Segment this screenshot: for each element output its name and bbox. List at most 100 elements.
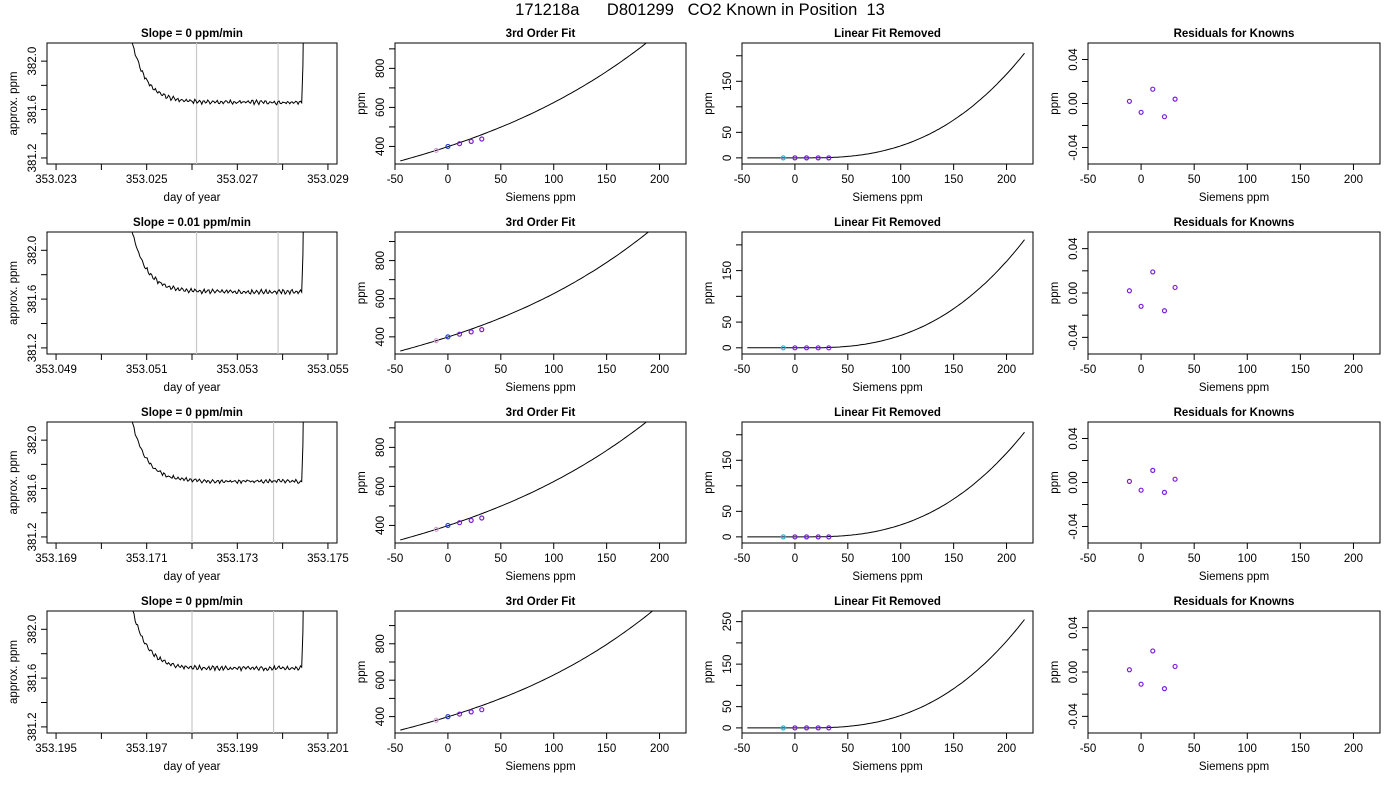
x-tick-label: 0 [792,553,798,565]
x-axis-label: Siemens ppm [852,571,922,583]
panel-title: 3rd Order Fit [506,28,576,40]
x-tick-label: 150 [944,743,963,755]
x-tick-label: 353.053 [217,364,259,376]
y-tick-label: 382.0 [27,426,39,455]
plot-frame [394,42,687,165]
x-tick-label: 100 [544,174,563,186]
x-axis-label: day of year [164,382,221,394]
panel-r2-c1: Slope = 0.01 ppm/min 353.049 353.051 353.05… [8,217,349,394]
plot-area [400,611,654,731]
y-tick-label: 0.04 [1068,237,1080,260]
plot-frame [741,421,1034,544]
panel-title: Linear Fit Removed [834,28,941,40]
x-tick-label: 200 [997,174,1016,186]
nonlinear-residual-curve [747,619,1025,729]
y-tick-label: 600 [375,98,387,117]
x-tick-label: 0 [445,743,451,755]
plot-area [131,43,304,164]
known-point [445,522,451,529]
x-tick-label: -50 [734,553,751,565]
y-tick-label: 50 [722,316,734,329]
plot-area [400,43,648,162]
residual-point [1138,303,1144,309]
known-point [803,534,810,540]
y-tick-label: -0.04 [1068,513,1080,540]
panel-title: Slope = 0 ppm/min [141,596,243,608]
y-axis-label: approx. ppm [8,261,20,325]
plot-frame [1087,610,1381,734]
known-point [479,707,485,713]
x-tick-label: 100 [544,553,563,565]
x-tick-label: 0 [1138,743,1144,755]
y-tick-label: 50 [722,700,734,713]
x-tick-label: -50 [734,743,751,755]
x-axis-label: day of year [164,761,221,773]
x-tick-label: 50 [494,174,507,186]
known-point [826,345,832,351]
plot-area [747,619,1025,731]
known-point [803,725,810,731]
x-tick-label: 150 [597,553,616,565]
plot-frame [394,610,687,734]
residual-point [1150,86,1156,92]
x-tick-label: 200 [650,743,669,755]
known-point [433,147,439,153]
x-tick-label: 0 [445,553,451,565]
x-tick-label: 200 [1344,743,1363,755]
x-tick-label: 200 [1344,174,1363,186]
plot-area [131,422,304,543]
x-tick-label: 353.171 [126,553,168,565]
panel-title: Residuals for Knowns [1174,596,1295,608]
x-tick-label: 50 [841,743,854,755]
x-tick-label: 50 [494,553,507,565]
panel-r1-c1: Slope = 0 ppm/min 353.023 353.025 353.027 35… [8,28,349,204]
known-point [456,331,463,337]
y-tick-label: 381.2 [27,523,39,552]
residual-point [1172,284,1178,291]
known-point [468,138,474,144]
known-point [445,714,451,720]
panel-r2-c3: Linear Fit Removed -50 0 50 100 150 200 0 50 150 S… [703,217,1034,394]
y-tick-label: 381.6 [27,664,39,693]
plot-frame [1087,421,1381,544]
y-axis-label: ppm [703,282,715,304]
known-point [792,345,798,351]
concentration-trace [131,232,304,296]
known-point [815,725,821,731]
x-tick-label: 0 [792,174,798,186]
y-tick-label: 400 [375,516,387,535]
x-tick-label: 150 [1291,743,1310,755]
known-point [780,725,786,731]
residual-point [1150,269,1156,275]
known-point [826,534,832,540]
y-tick-label: 0.04 [1068,616,1080,639]
y-tick-label: 800 [375,438,387,457]
y-axis-label: ppm [1049,282,1061,304]
x-tick-label: 150 [944,553,963,565]
y-tick-label: 600 [375,289,387,308]
x-tick-label: 200 [997,743,1016,755]
plot-area [1126,648,1178,692]
x-tick-label: -50 [387,364,404,376]
y-tick-label: 381.2 [27,144,39,173]
x-tick-label: 100 [1238,174,1257,186]
plot-area [1126,86,1178,120]
concentration-trace [131,43,304,106]
nonlinear-residual-curve [747,52,1025,159]
x-tick-label: 0 [1138,553,1144,565]
panel-r4-c2: 3rd Order Fit -50 0 50 100 150 200 400 600 800 Sie… [356,596,687,773]
x-axis-label: Siemens ppm [1199,382,1269,394]
residual-point [1161,686,1168,692]
x-tick-label: -50 [387,553,404,565]
x-axis-label: Siemens ppm [852,761,922,773]
residual-point [1161,489,1168,495]
nonlinear-residual-curve [747,239,1025,349]
plot-frame [741,42,1034,165]
y-tick-label: 150 [722,451,734,470]
x-tick-label: 50 [1188,743,1201,755]
panel-r1-c4: Residuals for Knowns -50 0 50 100 150 200 -0.04… [1049,28,1381,204]
x-tick-label: 100 [891,174,910,186]
panel-r4-c3: Linear Fit Removed -50 0 50 100 150 200 0 50 150 2… [703,596,1034,773]
known-point [445,143,451,150]
